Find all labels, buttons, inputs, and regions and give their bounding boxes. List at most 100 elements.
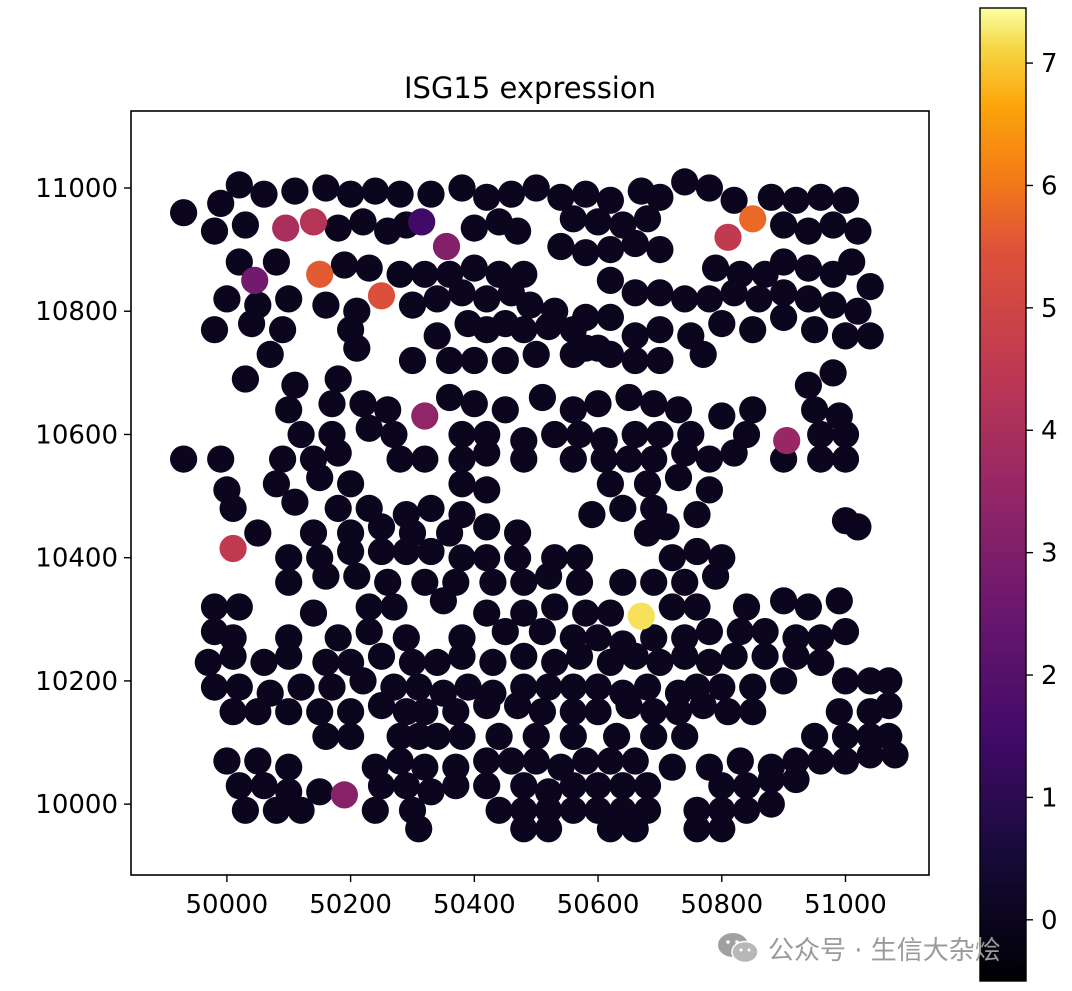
cell-point — [633, 205, 662, 233]
cell-point — [757, 183, 785, 211]
cell-point — [683, 537, 711, 566]
cell-point — [398, 291, 427, 319]
cell-point — [615, 692, 643, 720]
cell-point-expressing — [219, 534, 247, 563]
y-tick-label: 11000 — [35, 174, 118, 204]
cell-point — [794, 371, 823, 399]
cell-point — [584, 772, 612, 800]
cell-point — [380, 593, 408, 621]
cell-point — [225, 593, 253, 621]
cell-point — [572, 303, 600, 331]
cell-point — [436, 519, 464, 547]
cell-point — [225, 248, 253, 276]
cell-point — [460, 254, 488, 282]
cell-point — [522, 174, 550, 202]
cell-point — [200, 217, 229, 245]
cell-point — [510, 772, 538, 800]
colorbar: 0 1 2 3 4 5 6 7 — [979, 7, 1058, 982]
cell-point — [528, 383, 557, 412]
cell-point-expressing — [739, 205, 767, 233]
cell-point — [745, 285, 773, 313]
cell-point — [646, 316, 674, 344]
cell-point — [330, 251, 358, 279]
cell-point — [324, 624, 352, 652]
cell-point — [497, 747, 525, 775]
cell-point — [596, 303, 625, 331]
cell-point — [324, 439, 352, 467]
cell-point — [683, 593, 711, 621]
cell-point — [720, 439, 748, 467]
cell-point — [819, 211, 847, 239]
cell-point — [782, 642, 810, 670]
cell-point — [615, 383, 643, 412]
cell-point — [411, 698, 439, 726]
cell-point — [831, 445, 860, 473]
cell-point — [207, 189, 235, 217]
cell-point — [312, 648, 340, 677]
cell-point — [819, 291, 847, 319]
cell-point — [269, 445, 297, 473]
cell-point — [739, 316, 767, 344]
cell-point — [510, 815, 538, 843]
cell-point — [244, 747, 272, 775]
y-tick-label: 10200 — [35, 667, 118, 697]
x-tick-label: 50800 — [680, 890, 763, 920]
cell-point — [411, 753, 439, 781]
cell-point — [695, 445, 724, 473]
cell-point — [473, 692, 501, 720]
cell-point — [825, 587, 853, 615]
cell-point — [739, 396, 767, 424]
cell-point — [664, 396, 693, 424]
cell-point — [250, 180, 278, 208]
cell-point — [770, 279, 798, 307]
cell-point — [807, 624, 835, 652]
cell-point-expressing — [773, 427, 801, 455]
cell-point — [503, 217, 532, 245]
cell-point — [565, 420, 594, 449]
cell-point — [671, 642, 699, 670]
cell-point-expressing — [330, 781, 358, 809]
cell-point — [337, 537, 365, 566]
cell-point — [559, 772, 587, 800]
cell-point — [702, 562, 730, 590]
cell-point — [442, 698, 470, 726]
cell-point — [497, 180, 525, 208]
cell-point — [751, 642, 779, 670]
cell-point — [479, 568, 507, 596]
cell-point — [621, 420, 649, 449]
cell-point — [770, 211, 798, 239]
cell-point — [231, 211, 259, 239]
cell-point — [343, 562, 371, 590]
cell-point — [794, 254, 823, 282]
cell-point — [337, 470, 365, 498]
cell-point — [225, 673, 253, 701]
cell-point — [503, 544, 532, 572]
cell-point — [535, 562, 563, 590]
cell-point — [503, 519, 532, 547]
cell-point — [856, 322, 884, 350]
cell-point — [720, 642, 748, 670]
colorbar-gradient — [979, 7, 1027, 982]
cell-point — [281, 177, 309, 205]
cell-point — [751, 618, 779, 646]
cell-point — [306, 464, 334, 492]
cell-point — [708, 310, 736, 338]
x-tick-label: 50200 — [309, 890, 392, 920]
cell-point — [596, 470, 625, 498]
cell-point — [559, 205, 587, 233]
colorbar-ticks: 0 1 2 3 4 5 6 7 — [1026, 49, 1058, 936]
cell-point — [219, 642, 247, 670]
cell-point — [633, 470, 662, 498]
cell-point — [361, 177, 389, 205]
cell-point — [417, 537, 445, 566]
cell-point — [671, 568, 699, 596]
cell-point — [807, 445, 835, 473]
cell-point — [535, 815, 563, 843]
cell-point — [355, 414, 383, 442]
cell-point — [807, 420, 835, 449]
cell-point — [695, 648, 724, 677]
cell-point-expressing — [411, 402, 439, 430]
cell-point — [584, 624, 612, 652]
cell-point — [405, 673, 433, 701]
cell-point — [200, 316, 229, 344]
